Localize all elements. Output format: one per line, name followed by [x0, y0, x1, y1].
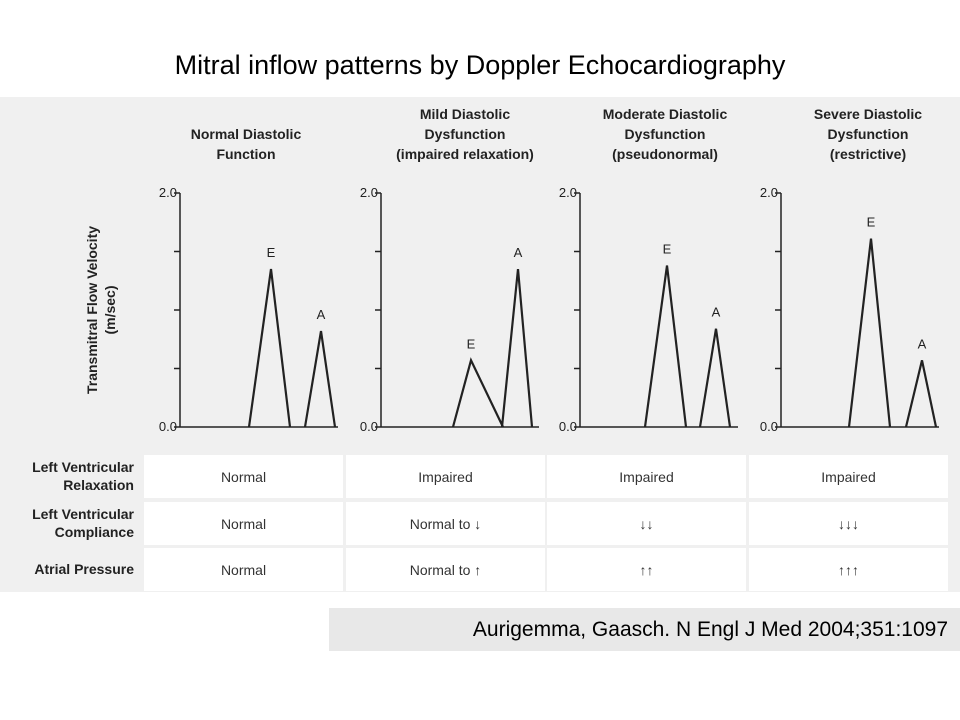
e-wave: [247, 268, 292, 428]
y-tick-label: 0.0: [559, 419, 577, 434]
a-wave-label: A: [317, 307, 326, 322]
a-wave-label: A: [514, 245, 523, 260]
table-cell: Normal to ↑: [346, 548, 545, 591]
panel-title-line: Severe Diastolic: [814, 106, 922, 122]
table-cell: Impaired: [346, 455, 545, 498]
table-row-label: Left Ventricular Relaxation: [32, 458, 134, 494]
y-tick-label: 0.0: [159, 419, 177, 434]
y-axis-label: Transmitral Flow Velocity (m/sec): [84, 226, 118, 394]
table-row-label: Left Ventricular Compliance: [32, 505, 134, 541]
y-tick-label: 0.0: [360, 419, 378, 434]
doppler-chart: Transmitral Flow Velocity (m/sec) Normal D…: [84, 106, 939, 434]
panel-title-line: (impaired relaxation): [396, 146, 534, 162]
row-label-line: Compliance: [54, 524, 134, 540]
y-tick-label: 2.0: [760, 185, 778, 200]
a-wave-label: A: [712, 305, 721, 320]
a-wave: [904, 360, 938, 428]
table-cell: ↓↓: [547, 502, 746, 545]
a-wave: [500, 268, 534, 428]
citation: Aurigemma, Gaasch. N Engl J Med 2004;351…: [329, 608, 960, 651]
a-wave-label: A: [918, 336, 927, 351]
panel-title-line: Function: [216, 146, 275, 162]
e-wave-label: E: [267, 245, 276, 260]
a-wave: [698, 328, 732, 428]
row-label-line: Left Ventricular: [32, 459, 134, 475]
y-tick-label: 2.0: [559, 185, 577, 200]
table-cell: Normal to ↓: [346, 502, 545, 545]
y-tick-label: 2.0: [159, 185, 177, 200]
y-tick-label: 0.0: [760, 419, 778, 434]
table-cell: Impaired: [749, 455, 948, 498]
panel-title-line: Mild Diastolic: [420, 106, 510, 122]
e-wave-label: E: [467, 336, 476, 351]
row-label-line: Left Ventricular: [32, 506, 134, 522]
panel-title-line: Dysfunction: [625, 126, 706, 142]
panel-title-line: Dysfunction: [425, 126, 506, 142]
e-wave: [643, 265, 688, 428]
table-cell: Normal: [144, 502, 343, 545]
e-wave: [847, 238, 892, 428]
row-label-line: Atrial Pressure: [34, 561, 134, 577]
a-wave: [303, 330, 337, 428]
table-cell: Impaired: [547, 455, 746, 498]
panel-title-line: Dysfunction: [828, 126, 909, 142]
slide-title: Mitral inflow patterns by Doppler Echoca…: [174, 50, 786, 80]
row-label-line: Relaxation: [63, 477, 134, 493]
figure-panel: Transmitral Flow Velocity (m/sec) Normal D…: [0, 97, 960, 592]
e-wave-label: E: [867, 215, 876, 230]
table-cell: Normal: [144, 455, 343, 498]
table-cell: ↑↑: [547, 548, 746, 591]
panel-title-line: (restrictive): [830, 146, 906, 162]
table-cell: ↑↑↑: [749, 548, 948, 591]
panel-title-line: Normal Diastolic: [191, 126, 302, 142]
panel-title-line: Moderate Diastolic: [603, 106, 728, 122]
table-cell: ↓↓↓: [749, 502, 948, 545]
panel-title-line: (pseudonormal): [612, 146, 718, 162]
table-row-label: Atrial Pressure: [34, 560, 134, 578]
table-cell: Normal: [144, 548, 343, 591]
e-wave: [451, 357, 504, 428]
y-tick-label: 2.0: [360, 185, 378, 200]
e-wave-label: E: [663, 242, 672, 257]
